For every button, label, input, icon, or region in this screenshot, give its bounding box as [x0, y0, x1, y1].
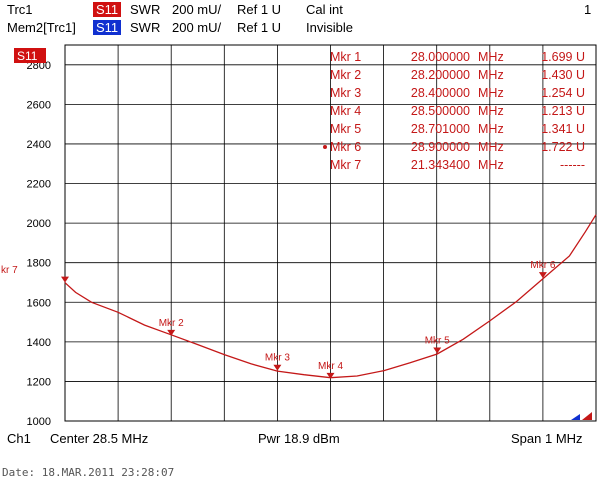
memory-visibility-status: Invisible	[306, 20, 353, 35]
marker-label: Mkr 3	[265, 353, 290, 364]
marker-table-value: 1.341 U	[541, 122, 585, 136]
marker-table-frequency: 28.000000	[411, 50, 470, 64]
marker-table-name: Mkr 3	[330, 86, 361, 100]
cal-status: Cal int	[306, 2, 343, 17]
marker-table-name: Mkr 5	[330, 122, 361, 136]
memory-trace-name[interactable]: Mem2[Trc1]	[7, 20, 76, 35]
trace-label-text: S11	[17, 49, 38, 63]
format-label-trc1: SWR	[130, 2, 161, 17]
marker-table-name: Mkr 2	[330, 68, 361, 82]
marker-table-value: 1.254 U	[541, 86, 585, 100]
y-tick-label: 2400	[27, 139, 51, 151]
marker-table-frequency: 21.343400	[411, 158, 470, 172]
marker-triangle-icon	[538, 272, 547, 279]
marker-label: Mkr 4	[318, 361, 343, 372]
active-marker-dot-icon	[323, 145, 327, 149]
marker-label: Mkr 2	[159, 318, 184, 329]
marker-table: Mkr 1 28.000000 MHz 1.699 U Mkr 2 28.200000 MH…	[323, 50, 585, 172]
marker-triangle-icon	[273, 364, 282, 371]
y-tick-label: 1200	[27, 376, 51, 388]
marker-table-unit: MHz	[478, 86, 504, 100]
marker-triangle-icon	[433, 347, 442, 354]
marker-table-value: 1.213 U	[541, 104, 585, 118]
plot-grid	[64, 44, 597, 422]
marker-table-unit: MHz	[478, 140, 504, 154]
marker-triangle-icon	[326, 372, 335, 379]
format-label-mem2: SWR	[130, 20, 161, 35]
channel-number: 1	[584, 2, 592, 17]
marker-table-value: ------	[560, 158, 585, 172]
marker-label: Mkr 5	[425, 336, 450, 347]
marker-table-unit: MHz	[478, 68, 504, 82]
marker-table-name: Mkr 4	[330, 104, 361, 118]
scale-label-trc1: 200 mU/	[172, 2, 222, 17]
y-tick-label: 1400	[27, 337, 51, 349]
marker-table-unit: MHz	[478, 122, 504, 136]
y-tick-label: 1800	[27, 258, 51, 270]
marker-label: Mkr 6	[530, 260, 555, 271]
marker-table-frequency: 28.200000	[411, 68, 470, 82]
param-tag-mem2[interactable]: S11	[93, 20, 122, 36]
marker-table-value: 1.699 U	[541, 50, 585, 64]
trace-markers: Mkr 2 Mkr 3 Mkr 4 Mkr 5 Mkr 6 kr 7	[1, 260, 556, 379]
marker-table-value: 1.722 U	[541, 140, 585, 154]
marker-table-name: Mkr 6	[330, 140, 361, 154]
marker-triangle-icon	[61, 276, 69, 283]
y-tick-label: 1600	[27, 297, 51, 309]
header-row-1: Trc1	[7, 2, 33, 18]
marker-table-unit: MHz	[478, 104, 504, 118]
y-tick-label: 2200	[27, 179, 51, 191]
trace-indicator-icon	[582, 412, 592, 420]
center-frequency[interactable]: Center 28.5 MHz	[50, 431, 149, 446]
marker-table-unit: MHz	[478, 158, 504, 172]
marker-table-frequency: 28.900000	[411, 140, 470, 154]
memory-trace-indicator-icon	[571, 414, 580, 420]
marker-table-value: 1.430 U	[541, 68, 585, 82]
marker-table-name: Mkr 7	[330, 158, 361, 172]
y-tick-label: 1000	[27, 416, 51, 428]
scale-label-mem2: 200 mU/	[172, 20, 222, 35]
param-badge-s11[interactable]: S11	[93, 2, 122, 17]
edge-marker-label: kr 7	[1, 265, 18, 276]
marker-table-frequency: 28.500000	[411, 104, 470, 118]
channel-label[interactable]: Ch1	[7, 431, 31, 446]
y-tick-label: 2000	[27, 218, 51, 230]
trace-label-badge	[14, 48, 46, 63]
ref-label-mem2: Ref 1 U	[237, 20, 282, 35]
ref-label-trc1: Ref 1 U	[237, 2, 282, 17]
param-badge-s11-mem[interactable]: S11	[93, 20, 122, 35]
param-tag-trc1[interactable]: S11	[93, 2, 122, 18]
marker-table-name: Mkr 1	[330, 50, 361, 64]
marker-triangle-icon	[167, 329, 176, 336]
y-tick-label: 2600	[27, 99, 51, 111]
marker-table-frequency: 28.701000	[411, 122, 470, 136]
timestamp: Date: 18.MAR.2011 23:28:07	[2, 466, 175, 479]
frequency-span[interactable]: Span 1 MHz	[511, 431, 583, 446]
source-power[interactable]: Pwr 18.9 dBm	[258, 431, 340, 446]
marker-table-unit: MHz	[478, 50, 504, 64]
trace-name[interactable]: Trc1	[7, 2, 33, 17]
marker-table-frequency: 28.400000	[411, 86, 470, 100]
